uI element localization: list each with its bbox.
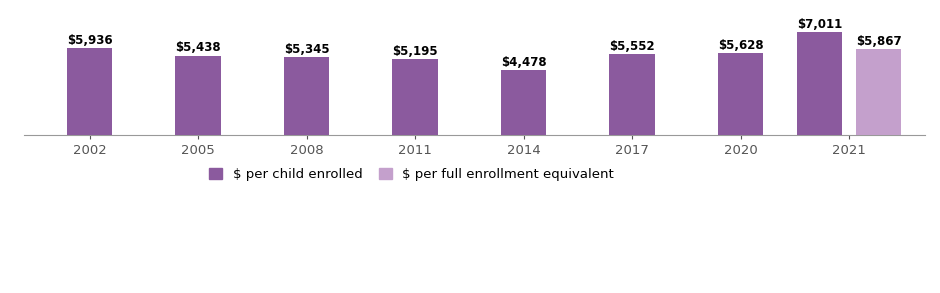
Text: $5,936: $5,936 [67,34,112,47]
Bar [284,57,329,135]
Bar [501,70,546,135]
Text: $5,345: $5,345 [284,43,329,56]
Bar [718,53,763,135]
Text: $5,195: $5,195 [392,45,438,58]
Text: $5,438: $5,438 [175,42,221,54]
Bar [175,55,221,135]
Legend: $ per child enrolled, $ per full enrollment equivalent: $ per child enrolled, $ per full enrollm… [204,163,619,186]
Bar [796,33,842,135]
Bar [856,49,901,135]
Text: $7,011: $7,011 [797,18,842,31]
Bar [392,59,438,135]
Bar [609,54,655,135]
Bar [67,48,112,135]
Text: $5,867: $5,867 [855,35,901,48]
Text: $5,552: $5,552 [609,40,655,53]
Text: $5,628: $5,628 [718,39,763,52]
Text: $4,478: $4,478 [501,56,546,69]
